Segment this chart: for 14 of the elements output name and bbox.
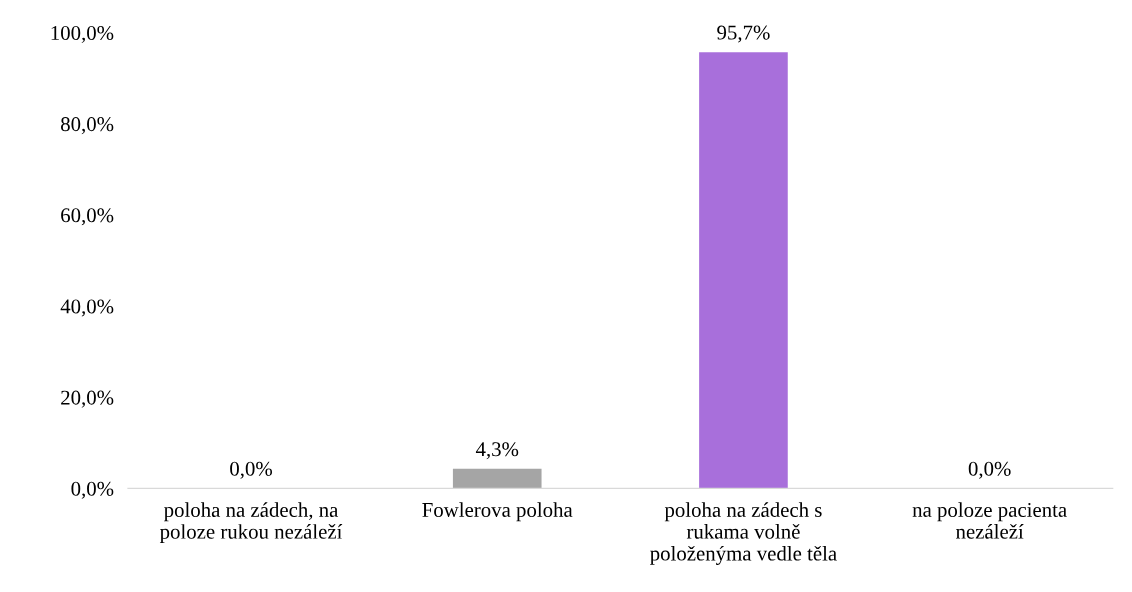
- x-tick-label: Fowlerova poloha: [422, 502, 573, 522]
- y-tick-label: 0,0%: [71, 481, 114, 499]
- data-label: 0,0%: [230, 461, 273, 479]
- y-tick-label: 80,0%: [61, 117, 114, 135]
- y-tick-label: 40,0%: [60, 299, 114, 317]
- x-tick-label: poloha na zádech s rukama volně položenýma vedle těla: [650, 502, 837, 565]
- y-tick-label: 20,0%: [61, 390, 114, 408]
- data-label: 0,0%: [968, 461, 1011, 479]
- y-tick-label: 60,0%: [61, 208, 114, 226]
- x-tick-label: na poloze pacienta nezáleží: [912, 502, 1067, 539]
- data-label: 95,7%: [717, 25, 770, 43]
- y-tick-label: 100,0%: [51, 25, 114, 43]
- x-tick-label: poloha na zádech, na poloze rukou nezáleží: [159, 502, 343, 544]
- data-label: 4,3%: [475, 442, 519, 460]
